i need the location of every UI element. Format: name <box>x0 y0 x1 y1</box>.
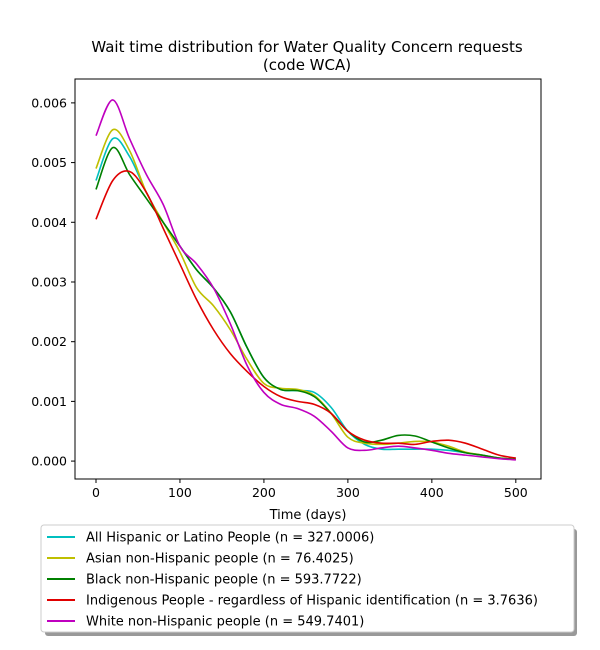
x-tick-label: 400 <box>420 485 444 500</box>
y-tick-label: 0.001 <box>31 394 67 409</box>
y-axis-ticks: 0.000 0.001 0.002 0.003 0.004 0.005 0.006 <box>31 95 75 469</box>
x-tick-label: 500 <box>504 485 528 500</box>
y-tick-label: 0.000 <box>31 454 67 469</box>
x-axis-ticks: 0 100 200 300 400 500 <box>92 479 528 500</box>
legend-box <box>40 524 575 633</box>
legend-items: All Hispanic or Latino People (n = 327.0… <box>47 531 538 630</box>
legend-label: Asian non-Hispanic people (n = 76.4025) <box>86 552 354 567</box>
legend-label: Indigenous People - regardless of Hispan… <box>86 594 538 609</box>
x-tick-label: 100 <box>168 485 192 500</box>
legend-label: Black non-Hispanic people (n = 593.7722) <box>86 573 362 588</box>
chart-title-line-2: (code WCA) <box>263 56 351 74</box>
plot-area <box>74 78 542 480</box>
chart-title-line-1: Wait time distribution for Water Quality… <box>91 38 522 56</box>
x-axis-label: Time (days) <box>269 508 347 523</box>
series-layer <box>95 99 516 461</box>
x-tick-label: 300 <box>336 485 360 500</box>
series-line-4 <box>95 170 516 459</box>
y-tick-label: 0.005 <box>31 155 67 170</box>
y-tick-label: 0.003 <box>31 274 67 289</box>
y-tick-label: 0.006 <box>31 95 67 110</box>
legend: All Hispanic or Latino People (n = 327.0… <box>40 524 577 636</box>
series-line-3 <box>95 146 516 461</box>
series-line-5 <box>95 99 516 461</box>
x-tick-label: 0 <box>92 485 100 500</box>
legend-label: White non-Hispanic people (n = 549.7401) <box>86 615 364 630</box>
x-tick-label: 200 <box>252 485 276 500</box>
plot-frame <box>74 78 542 480</box>
y-tick-label: 0.004 <box>31 215 67 230</box>
legend-label: All Hispanic or Latino People (n = 327.0… <box>86 531 374 546</box>
y-tick-label: 0.002 <box>31 334 67 349</box>
